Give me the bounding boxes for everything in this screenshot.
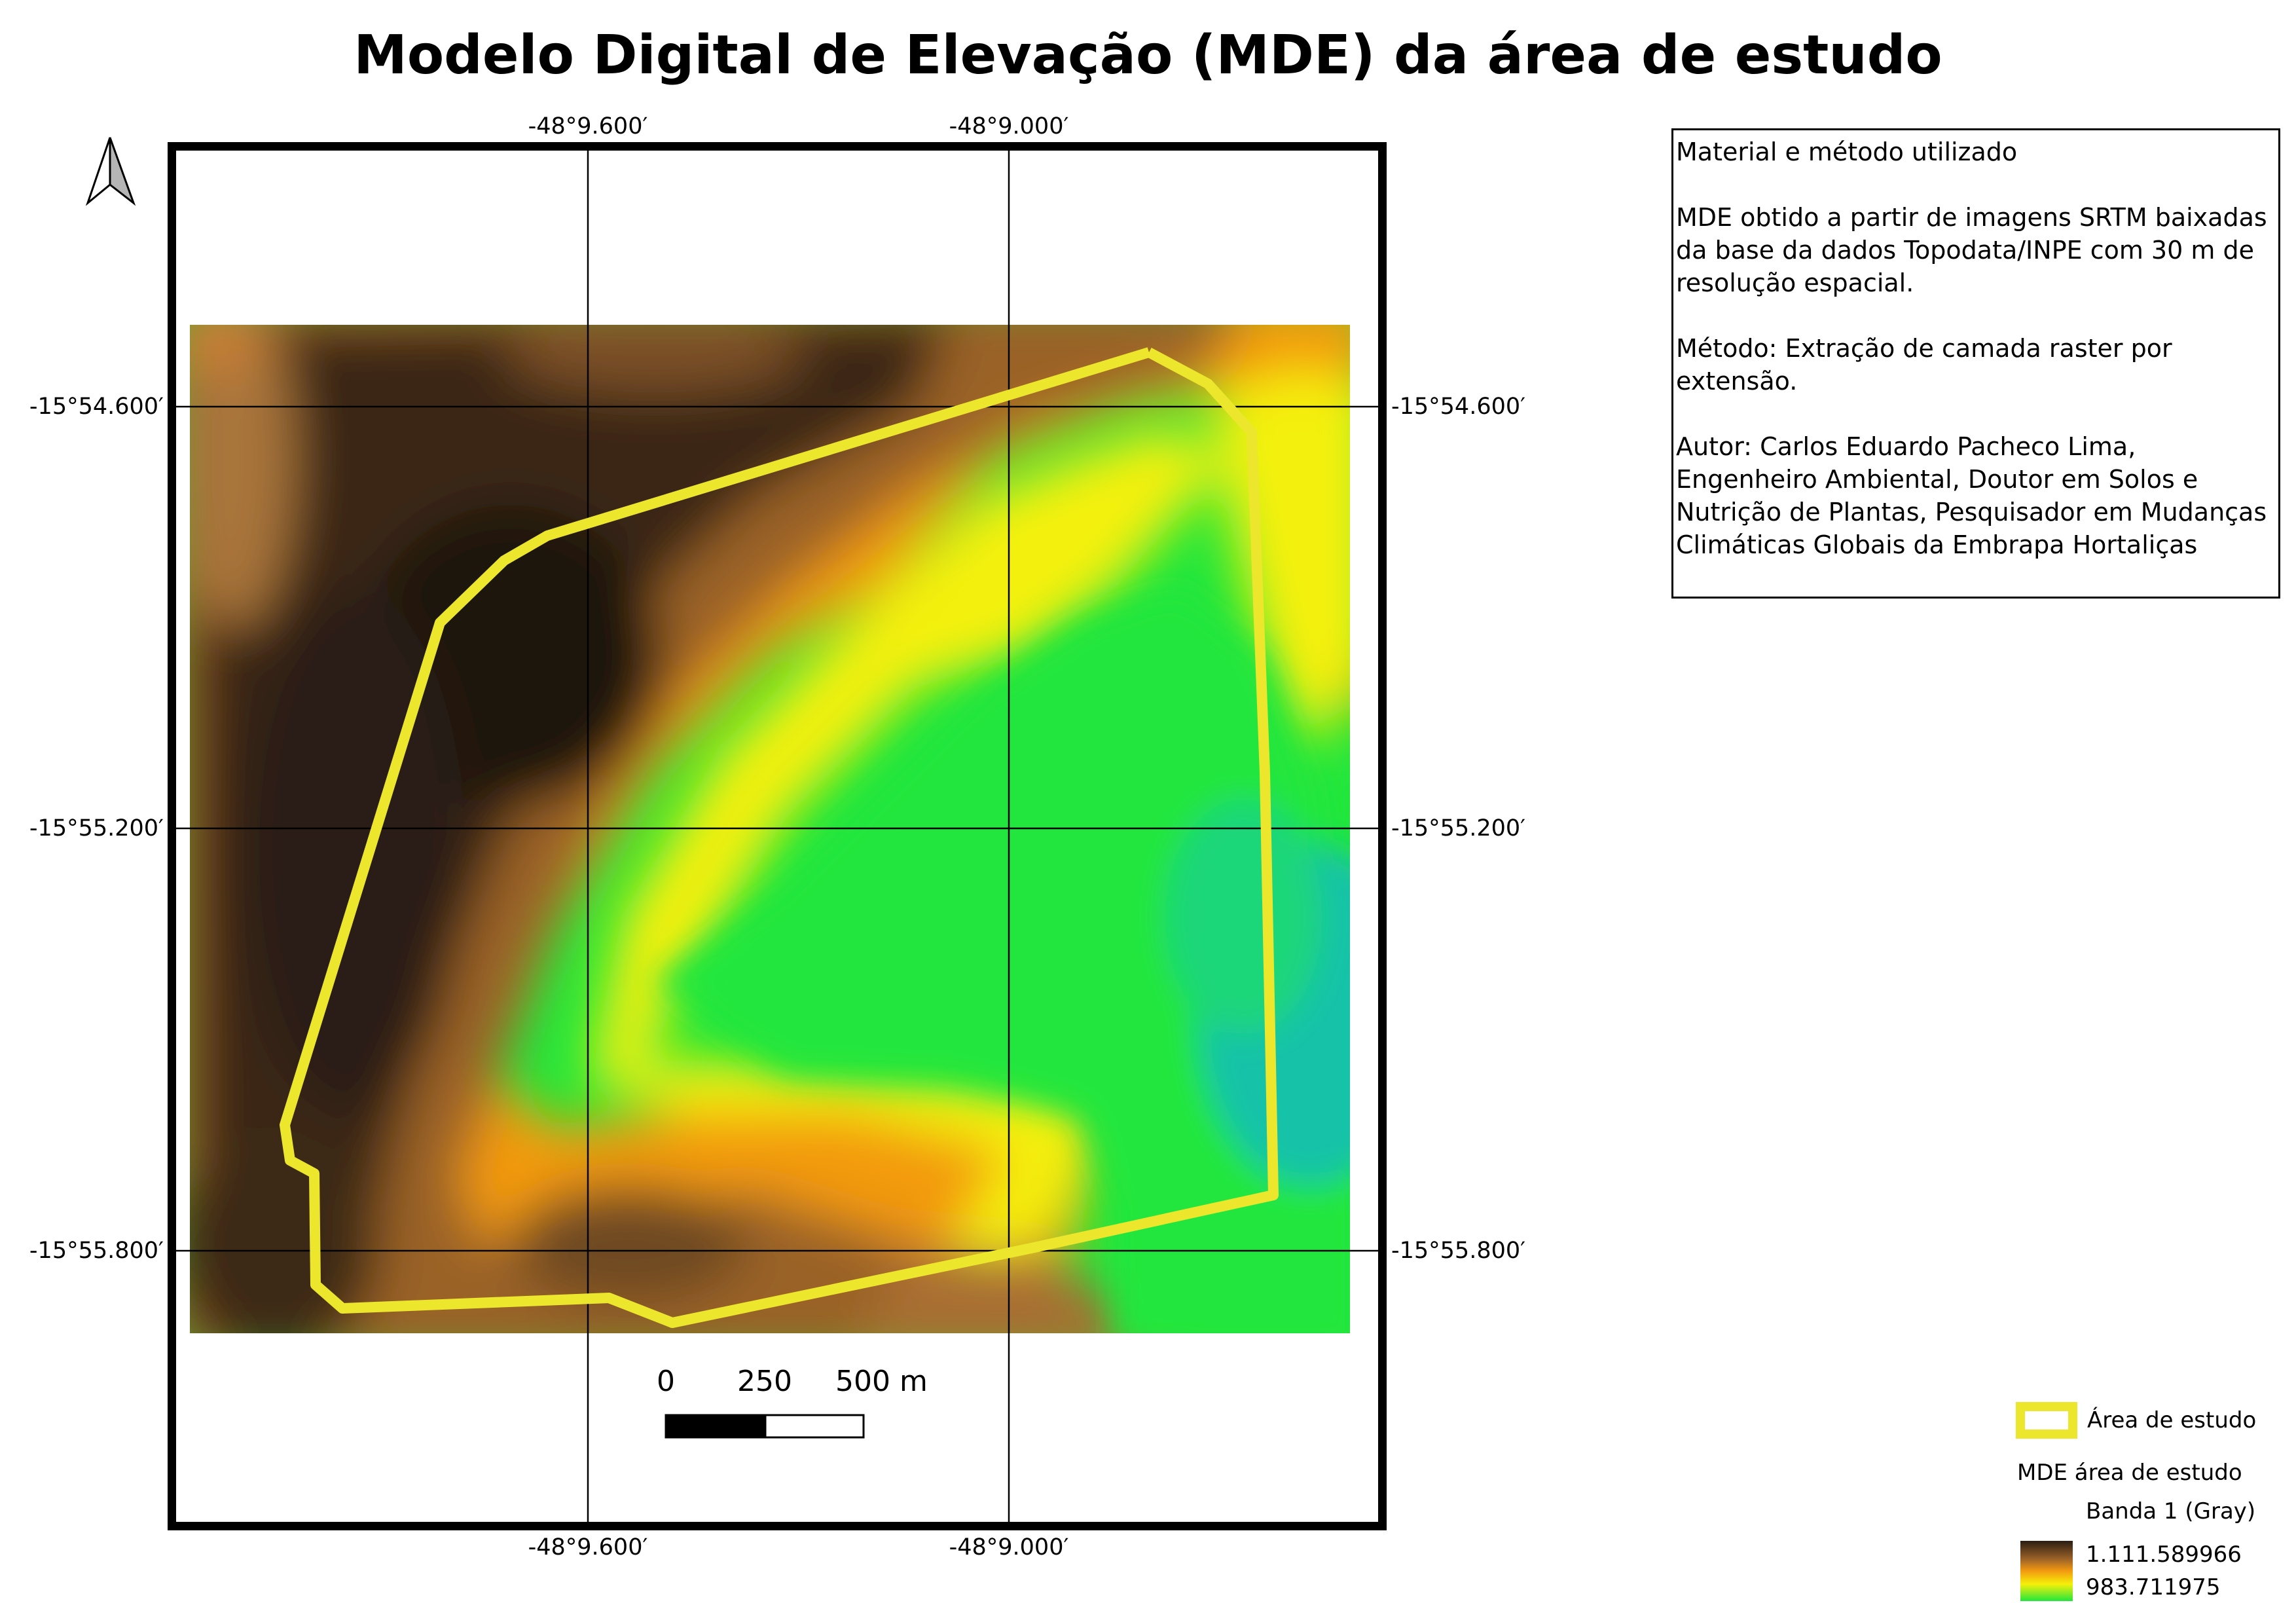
scale-label-0: 0 (657, 1365, 675, 1398)
legend-min-value: 983.711975 (2086, 1574, 2221, 1600)
info-box: Material e método utilizado MDE obtido a… (1671, 128, 2280, 599)
lat-label-right-2: -15°55.200′ (1391, 815, 1526, 841)
scale-label-250: 250 (737, 1365, 792, 1398)
info-heading: Material e método utilizado (1676, 138, 2018, 166)
lon-label-bottom-1: -48°9.600′ (528, 1534, 648, 1560)
scale-bar (665, 1414, 865, 1439)
map-title: Modelo Digital de Elevação (MDE) da área… (354, 24, 1942, 86)
map-frame (168, 142, 1387, 1530)
lat-label-left-2: -15°55.200′ (29, 815, 164, 841)
legend-max-value: 1.111.589966 (2086, 1541, 2242, 1568)
legend-dem-ramp (2020, 1541, 2073, 1601)
study-area-boundary (280, 347, 1279, 1328)
lat-label-right-1: -15°54.600′ (1391, 394, 1526, 420)
lat-label-left-1: -15°54.600′ (29, 394, 164, 420)
info-source: MDE obtido a partir de imagens SRTM baix… (1676, 203, 2267, 297)
lon-label-top-2: -48°9.000′ (949, 113, 1069, 139)
lat-label-left-3: -15°55.800′ (29, 1238, 164, 1264)
north-arrow-icon (85, 137, 136, 206)
lon-label-top-1: -48°9.600′ (528, 113, 648, 139)
legend-area-swatch (2016, 1402, 2077, 1439)
lat-label-right-3: -15°55.800′ (1391, 1238, 1526, 1264)
legend-area-label: Área de estudo (2087, 1407, 2257, 1433)
lon-label-bottom-2: -48°9.000′ (949, 1534, 1069, 1560)
info-method: Método: Extração de camada raster por ex… (1676, 334, 2172, 396)
legend-dem-title: MDE área de estudo (2017, 1460, 2242, 1486)
info-author: Autor: Carlos Eduardo Pacheco Lima, Enge… (1676, 432, 2267, 559)
legend-band-label: Banda 1 (Gray) (2086, 1498, 2256, 1524)
coordinate-grid (172, 147, 1382, 1526)
scale-label-500m: 500 m (835, 1365, 928, 1398)
